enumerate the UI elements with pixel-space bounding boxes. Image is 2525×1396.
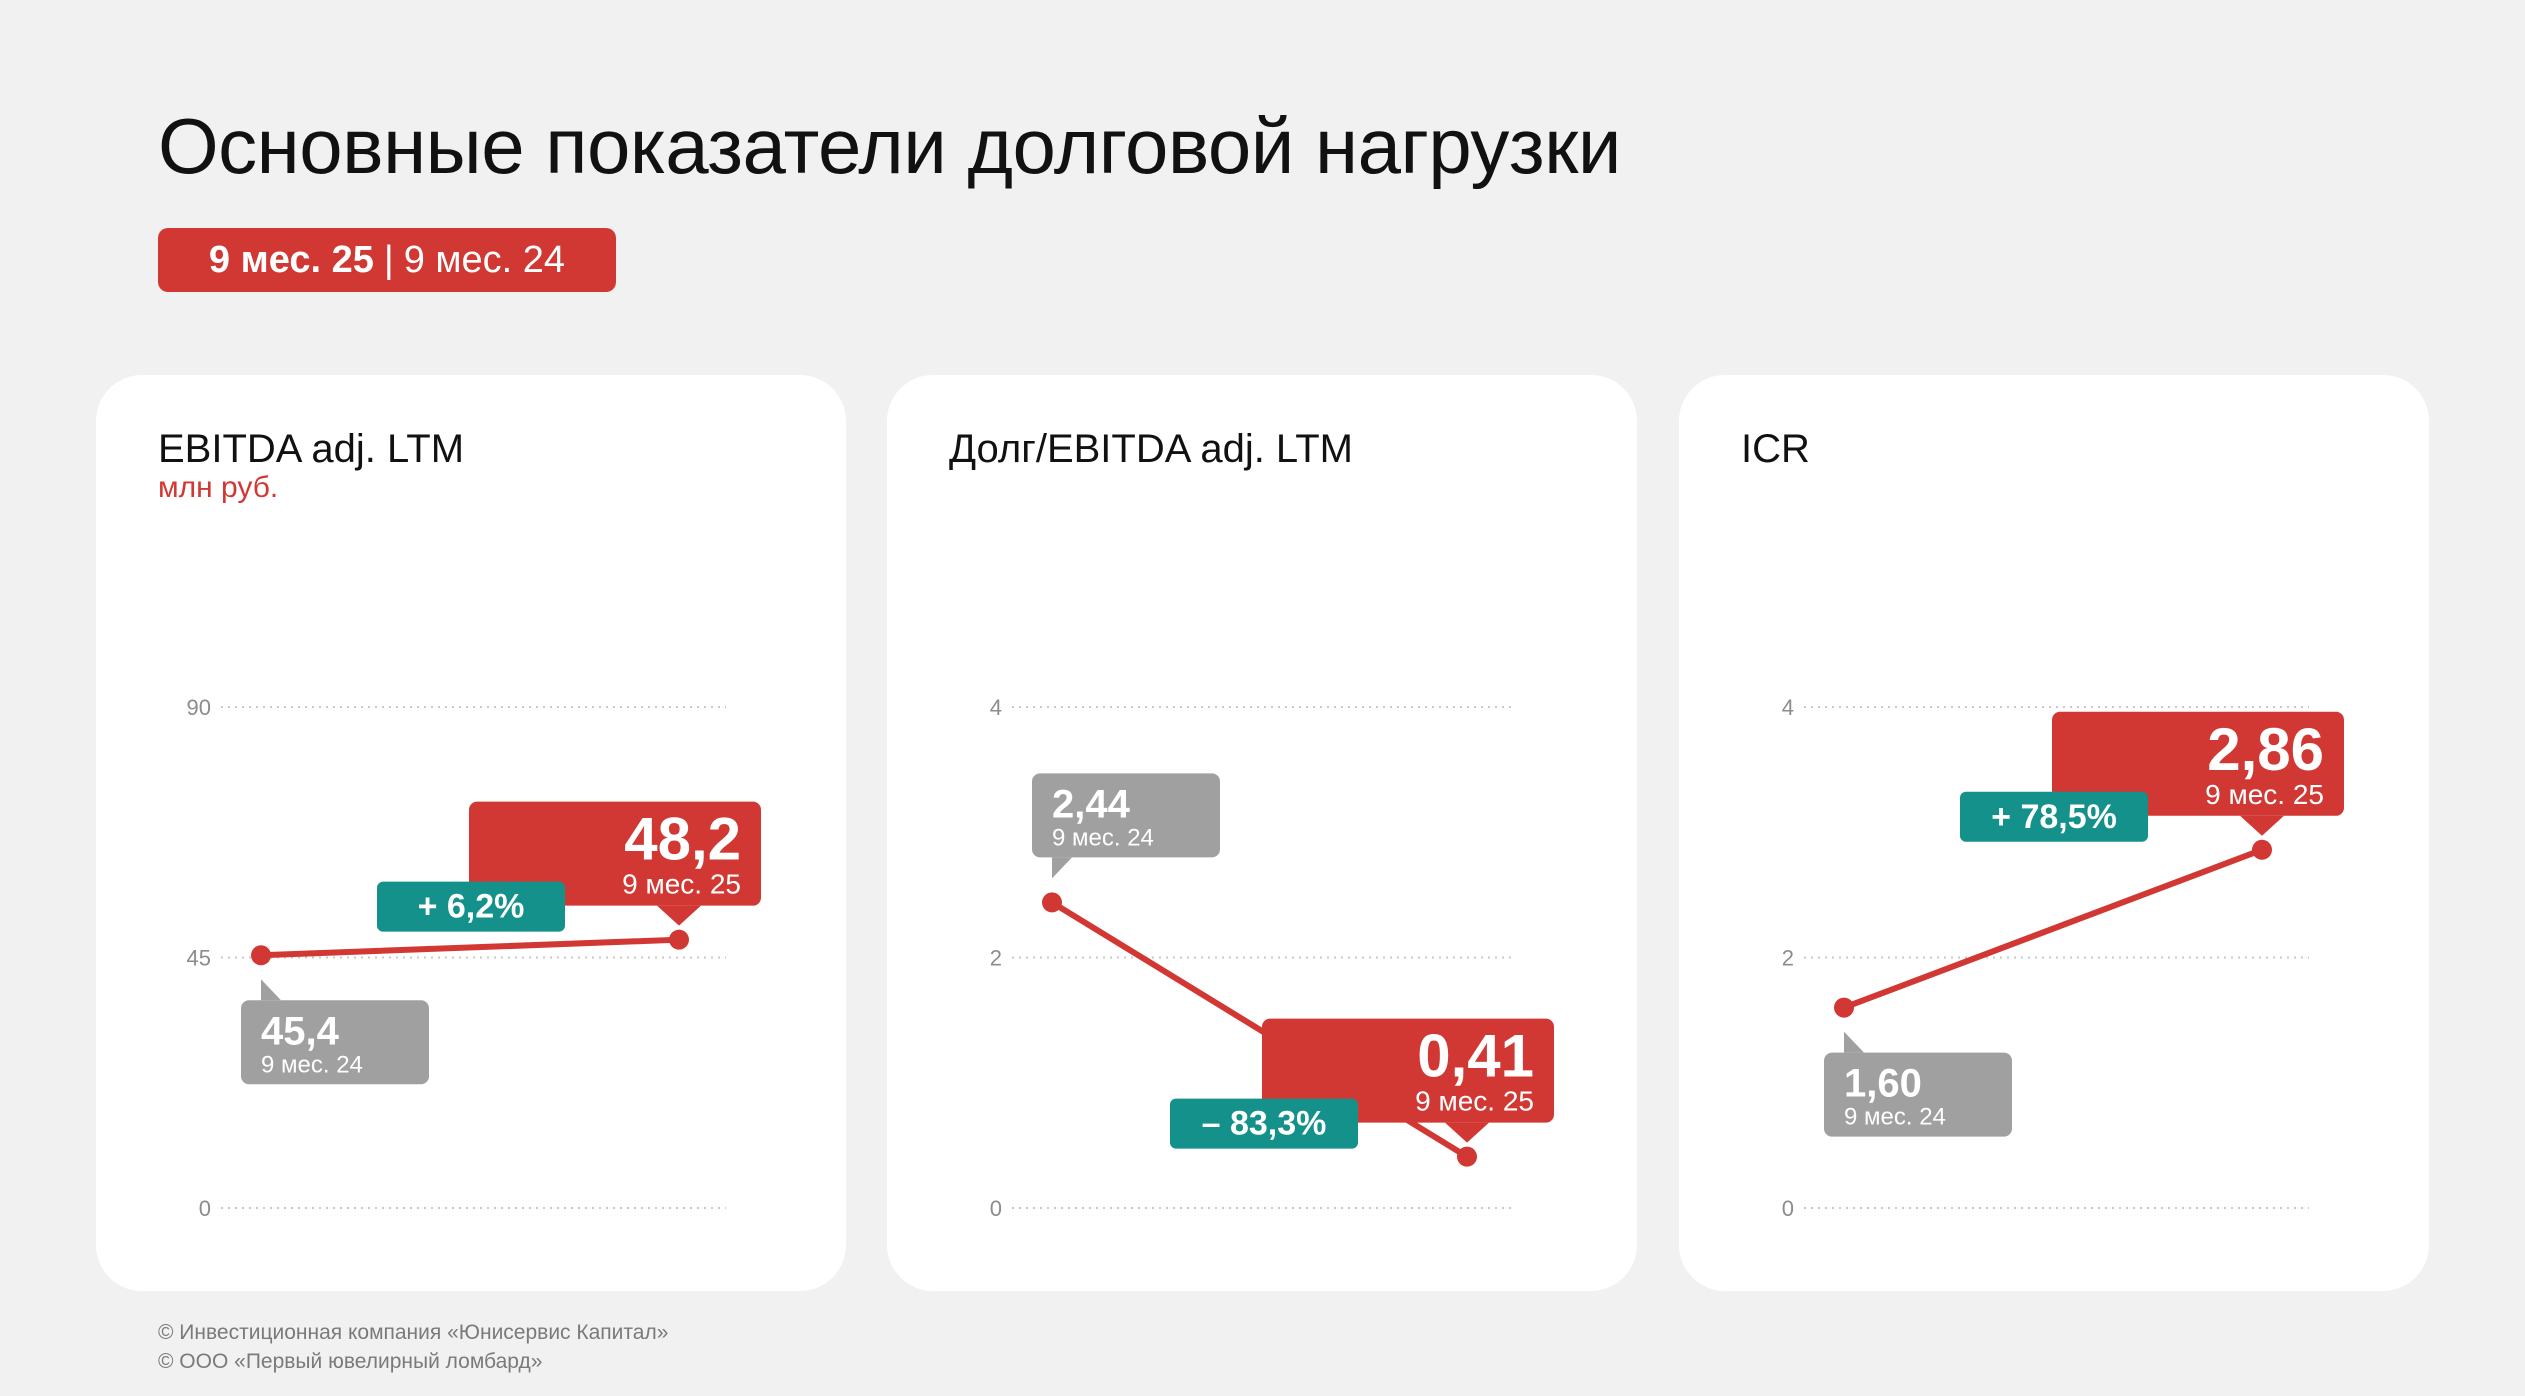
callout-tail [1052,857,1072,879]
callout-box [241,1000,429,1085]
data-point [2252,839,2272,860]
change-label: + 78,5% [1991,798,2117,836]
callout-tail [261,979,281,1001]
chart-title: EBITDA adj. LTM [158,427,465,471]
series-line [258,936,682,959]
y-tick-label: 4 [990,695,1002,720]
badge-box [1170,1098,1358,1149]
chart-card-icr: ICR 0 2 4 1,60 9 мес. 24 2,86 9 мес. 25 + 78,5% [1679,375,2429,1291]
data-label: 45,4 [261,1009,340,1053]
period-previous: 9 мес. 24 [403,238,566,281]
footer-line: © ООО «Первый ювелирный ломбард» [158,1350,543,1374]
current-value-callout: 2,869 мес. 25 [2052,711,2344,836]
series-line [1841,846,2265,1011]
callout-box [1262,1018,1554,1123]
chart-title: ICR [1741,427,1810,471]
data-label: 0,41 [1417,1023,1534,1090]
chart-unit: млн руб. [158,471,279,504]
data-label: 2,86 [2207,716,2324,783]
previous-value-callout: 2,449 мес. 24 [1032,773,1220,879]
callout-tail [1445,1122,1489,1143]
current-value-callout: 0,419 мес. 25 [1262,1018,1554,1143]
chart-title: Долг/EBITDA adj. LTM [949,427,1353,471]
previous-value-callout: 45,49 мес. 24 [241,979,429,1085]
y-tick-label: 2 [990,946,1002,971]
y-tick-label: 2 [1782,946,1794,971]
period-label: 9 мес. 25 [1415,1086,1534,1117]
period-current: 9 мес. 25 [208,238,374,281]
callout-box [469,801,761,906]
footer: © Инвестиционная компания «Юнисервис Кап… [158,1318,668,1377]
y-tick-label: 90 [187,695,211,720]
data-label: 2,44 [1052,782,1131,826]
data-point [1834,997,1854,1018]
period-label: 9 мес. 25 [622,869,741,900]
change-label: + 6,2% [418,888,525,926]
callout-box [1824,1052,2012,1137]
period-label: 9 мес. 24 [1052,824,1154,851]
page-title: Основные показатели долговой нагрузки [158,102,1621,190]
y-tick-label: 0 [1782,1196,1794,1221]
data-point [1457,1146,1477,1167]
period-separator: | [383,238,394,281]
badge-box [1960,791,2148,842]
y-tick-label: 45 [187,946,211,971]
footer-line: © Инвестиционная компания «Юнисервис Кап… [158,1321,669,1344]
change-badge: – 83,3% [1170,1098,1358,1149]
period-label: 9 мес. 24 [261,1051,363,1078]
badge-box [377,881,565,932]
period-label: 9 мес. 25 [2205,779,2324,810]
change-badge: + 78,5% [1960,791,2148,842]
callout-box [2052,711,2344,816]
change-label: – 83,3% [1202,1105,1327,1143]
previous-value-callout: 1,609 мес. 24 [1824,1031,2012,1137]
y-tick-label: 0 [199,1196,211,1221]
callout-tail [657,905,701,926]
data-point [251,945,271,966]
current-value-callout: 48,29 мес. 25 [469,801,761,926]
data-point [1042,892,1062,913]
chart-card-ebitda: EBITDA adj. LTM млн руб. 0 45 90 45,4 9 мес.… [96,375,846,1291]
y-tick-label: 0 [990,1196,1002,1221]
callout-tail [2240,815,2284,836]
period-legend: 9 мес. 25 | 9 мес. 24 [158,228,616,292]
callout-tail [1844,1031,1864,1053]
callout-box [1032,773,1220,858]
data-label: 48,2 [624,806,741,873]
data-label: 1,60 [1844,1062,1922,1106]
change-badge: + 6,2% [377,881,565,932]
y-tick-label: 4 [1782,695,1794,720]
period-label: 9 мес. 24 [1844,1104,1946,1131]
chart-card-debt-ebitda: Долг/EBITDA adj. LTM 0 2 4 2,44 9 мес. 24 0,4… [887,375,1637,1291]
data-point [669,929,689,950]
